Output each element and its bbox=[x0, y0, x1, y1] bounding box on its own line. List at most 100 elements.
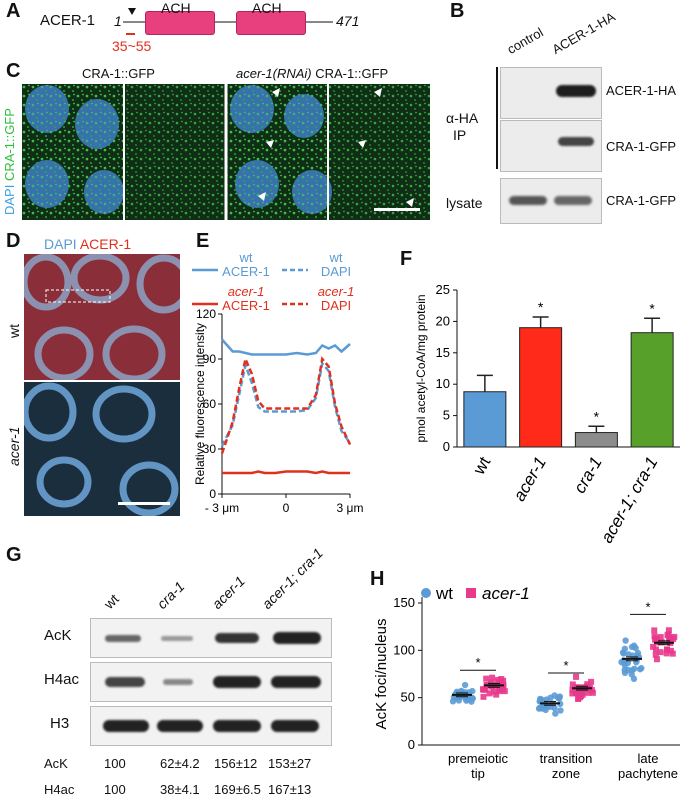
h-xlabel-1-1: zone bbox=[552, 766, 580, 781]
h-point bbox=[638, 665, 645, 672]
h-point bbox=[469, 695, 476, 702]
line-scan-box bbox=[45, 289, 111, 303]
g-band-h3-3 bbox=[213, 720, 261, 732]
h-star-1: * bbox=[563, 658, 568, 673]
h-point bbox=[461, 681, 469, 689]
h-point bbox=[657, 634, 664, 641]
ach-domain-1 bbox=[145, 11, 215, 35]
protein-backbone bbox=[123, 21, 333, 23]
panel-e-chart: wtACER-1wtDAPIacer-1ACER-1acer-1DAPI0306… bbox=[192, 250, 363, 515]
f-ytick-label-5: 25 bbox=[436, 282, 450, 297]
h-point bbox=[489, 674, 496, 681]
g-lane-2: acer-1 bbox=[208, 572, 248, 612]
g-quant-cell-1-2: 169±6.5 bbox=[214, 782, 261, 797]
cleavage-marker bbox=[128, 8, 136, 15]
f-ytick-label-1: 5 bbox=[443, 408, 450, 423]
h-point bbox=[631, 665, 638, 672]
h-point bbox=[665, 631, 672, 638]
panel-d-mut-label: acer-1 bbox=[6, 426, 22, 466]
e-series-1 bbox=[220, 360, 352, 447]
h-point bbox=[569, 690, 576, 697]
h-point bbox=[569, 686, 576, 693]
h-point bbox=[622, 637, 629, 644]
e-ytick-label-3: 90 bbox=[203, 352, 217, 366]
blot-acer1ha bbox=[500, 67, 602, 119]
g-band-ack-1 bbox=[105, 635, 141, 642]
band-acer1ha bbox=[556, 85, 596, 97]
h-point bbox=[547, 694, 554, 701]
h-point bbox=[569, 681, 576, 688]
f-star-1: * bbox=[538, 299, 544, 315]
end-residue: 471 bbox=[336, 13, 360, 29]
e-legend-top-1: wt bbox=[329, 250, 343, 265]
blot-cra1-ip bbox=[500, 120, 602, 172]
h-point bbox=[573, 690, 580, 697]
e-legend-bottom-1: DAPI bbox=[321, 264, 351, 279]
e-legend-bottom-2: ACER-1 bbox=[222, 298, 270, 313]
h-xlabel-1-0: transition bbox=[540, 751, 593, 766]
g-band-ack-2 bbox=[161, 636, 193, 641]
h-point bbox=[573, 673, 580, 680]
g-band-h3-4 bbox=[271, 720, 319, 732]
h-point bbox=[666, 634, 673, 641]
e-legend-top-3: acer-1 bbox=[318, 284, 355, 299]
g-band-h4ac-1 bbox=[105, 677, 145, 687]
lysate-label: lysate bbox=[446, 195, 483, 211]
h-xlabel-0-1: tip bbox=[471, 766, 485, 781]
h-point bbox=[577, 689, 584, 696]
g-quant-cell-0-3: 153±27 bbox=[268, 756, 312, 771]
h-point bbox=[588, 678, 595, 685]
ip-bracket bbox=[496, 67, 498, 169]
h-point bbox=[552, 710, 559, 717]
ip-label-1: α-HA bbox=[446, 110, 479, 126]
h-point bbox=[663, 650, 670, 657]
panel-label-c: C bbox=[6, 60, 21, 82]
f-xlabel-0: wt bbox=[469, 453, 495, 478]
wt-nuclei bbox=[24, 254, 180, 383]
h-ylabel: AcK foci/nucleus bbox=[373, 619, 390, 730]
arrowheads bbox=[258, 88, 414, 207]
panel-c-title-rnai: acer-1(RNAi) bbox=[236, 66, 312, 81]
f-ytick-label-0: 0 bbox=[443, 439, 450, 454]
e-ytick-label-0: 0 bbox=[209, 487, 216, 501]
d-acer1: ACER-1 bbox=[79, 236, 132, 252]
h-point bbox=[542, 706, 549, 714]
h-point bbox=[577, 692, 584, 699]
h-point bbox=[493, 691, 500, 698]
region-label: 35~55 bbox=[112, 38, 152, 54]
f-ylabel: pmol acetyl-CoA/mg protein bbox=[414, 294, 428, 442]
g-band-h3-2 bbox=[157, 720, 203, 732]
e-xtick-label-0: - 3 μm bbox=[205, 501, 239, 515]
h-point bbox=[551, 704, 558, 712]
g-quant-label-1: H4ac bbox=[44, 782, 75, 797]
f-xlabel-1: acer-1 bbox=[510, 454, 550, 505]
g-band-h4ac-2 bbox=[163, 679, 193, 685]
h-point bbox=[628, 643, 636, 651]
h-star-2: * bbox=[645, 599, 650, 614]
h-ytick-label-2: 100 bbox=[393, 642, 415, 657]
h-ytick-label-1: 50 bbox=[401, 690, 415, 705]
g-row-h4ac: H4ac bbox=[44, 671, 80, 688]
h-point bbox=[486, 690, 493, 697]
h-point bbox=[555, 694, 562, 702]
h-point bbox=[483, 675, 490, 682]
h-point bbox=[463, 697, 470, 704]
h-point bbox=[585, 683, 592, 690]
f-bar-3 bbox=[630, 332, 674, 448]
band-cra1-ip bbox=[558, 137, 594, 146]
g-blot-h4ac bbox=[90, 662, 332, 702]
h-legend-mut-marker bbox=[466, 588, 476, 598]
f-ytick-label-2: 10 bbox=[436, 376, 450, 391]
d-dapi: DAPI bbox=[44, 236, 77, 252]
g-quant-cell-1-1: 38±4.1 bbox=[160, 782, 200, 797]
h-legend-wt-marker bbox=[421, 588, 431, 598]
g-band-h4ac-3 bbox=[213, 676, 261, 688]
h-point bbox=[664, 646, 671, 653]
h-point bbox=[653, 656, 660, 663]
g-lane-1: cra-1 bbox=[153, 578, 188, 612]
h-point bbox=[630, 675, 638, 683]
g-quant-cell-0-2: 156±12 bbox=[214, 756, 258, 771]
ach-domain-1-label: ACH bbox=[161, 0, 191, 16]
scale-bar-c bbox=[374, 208, 420, 211]
g-row-h3: H3 bbox=[50, 715, 70, 732]
